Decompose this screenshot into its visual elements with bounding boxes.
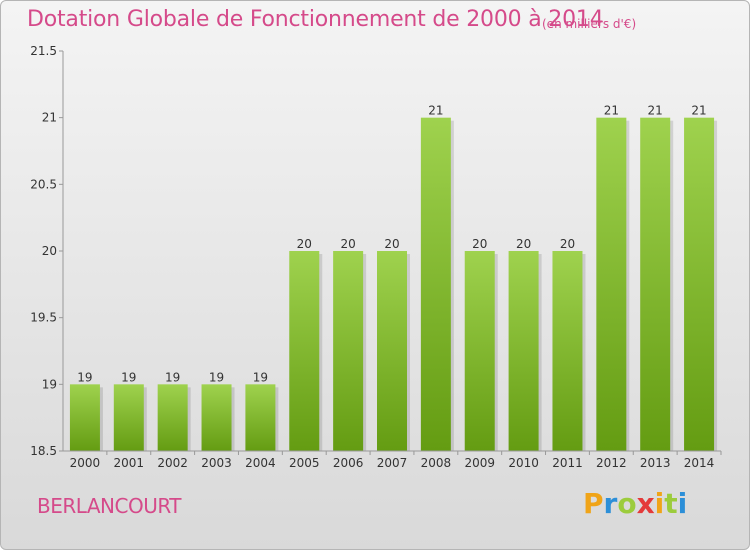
value-label: 20: [384, 237, 399, 251]
value-label: 20: [340, 237, 355, 251]
value-label: 20: [560, 237, 575, 251]
x-tick-label: 2014: [684, 456, 715, 470]
x-tick-label: 2005: [289, 456, 320, 470]
x-tick-label: 2013: [640, 456, 671, 470]
y-tick-label: 21: [42, 111, 57, 125]
value-label: 20: [297, 237, 312, 251]
value-label: 21: [428, 104, 443, 118]
bar-2007: [377, 251, 407, 451]
axes-group: 2000 2001 2002 2003 2004 2005 2006 2007 2008 2009…: [30, 44, 722, 470]
chart-subtitle: (en milliers d'€): [542, 17, 637, 31]
chart-title: Dotation Globale de Fonctionnement de 20…: [27, 7, 604, 32]
bar-2002: [157, 384, 188, 451]
bar-2003: [201, 384, 232, 451]
y-tick-label: 19.5: [30, 311, 57, 325]
value-label: 19: [253, 370, 268, 384]
value-label: 19: [165, 370, 180, 384]
bar-2013: [640, 117, 671, 452]
logo-letter: o: [617, 487, 637, 520]
value-label: 19: [77, 370, 92, 384]
x-tick-label: 2000: [70, 456, 101, 470]
place-name: BERLANCOURT: [37, 494, 182, 518]
bar-2004: [245, 384, 276, 451]
value-label: 19: [209, 370, 224, 384]
value-label: 19: [121, 370, 136, 384]
bar-2005: [289, 251, 320, 451]
x-tick-label: 2001: [114, 456, 145, 470]
bar-2001: [113, 384, 144, 451]
bar-2000: [69, 384, 100, 451]
x-tick-label: 2012: [596, 456, 627, 470]
x-tick-label: 2008: [421, 456, 452, 470]
value-label: 21: [604, 104, 619, 118]
x-tick-label: 2004: [245, 456, 276, 470]
y-tick-label: 20.5: [30, 177, 57, 191]
logo-letter: r: [603, 487, 618, 520]
x-tick-label: 2002: [157, 456, 188, 470]
y-tick-label: 21.5: [30, 44, 57, 58]
x-tick-label: 2009: [464, 456, 495, 470]
bar-2009: [464, 251, 495, 451]
value-label: 21: [648, 104, 663, 118]
logo-letter: P: [583, 487, 604, 520]
logo-letter: i: [654, 487, 665, 520]
logo-letter: x: [636, 487, 655, 520]
y-tick-label: 18.5: [30, 444, 57, 458]
x-tick-label: 2010: [508, 456, 539, 470]
bars-group: 19 19 19 19 19 20 20 20 21 20 20 20 21 21 21: [69, 104, 718, 452]
bar-2011: [552, 251, 583, 451]
x-tick-label: 2003: [201, 456, 232, 470]
y-tick-label: 20: [42, 244, 57, 258]
bar-2012: [596, 117, 627, 452]
logo-letter: t: [664, 487, 678, 520]
x-tick-label: 2007: [377, 456, 408, 470]
value-label: 20: [516, 237, 531, 251]
value-label: 21: [691, 104, 706, 118]
x-tick-label: 2011: [552, 456, 583, 470]
y-tick-label: 19: [42, 377, 57, 391]
x-tick-label: 2006: [333, 456, 364, 470]
logo-letter: i: [677, 487, 688, 520]
proxiti-logo: Proxiti: [583, 487, 687, 520]
value-label: 20: [472, 237, 487, 251]
bar-2008: [420, 117, 451, 452]
bar-2010: [508, 251, 539, 451]
bar-2014: [684, 117, 715, 452]
bar-2006: [333, 251, 364, 451]
